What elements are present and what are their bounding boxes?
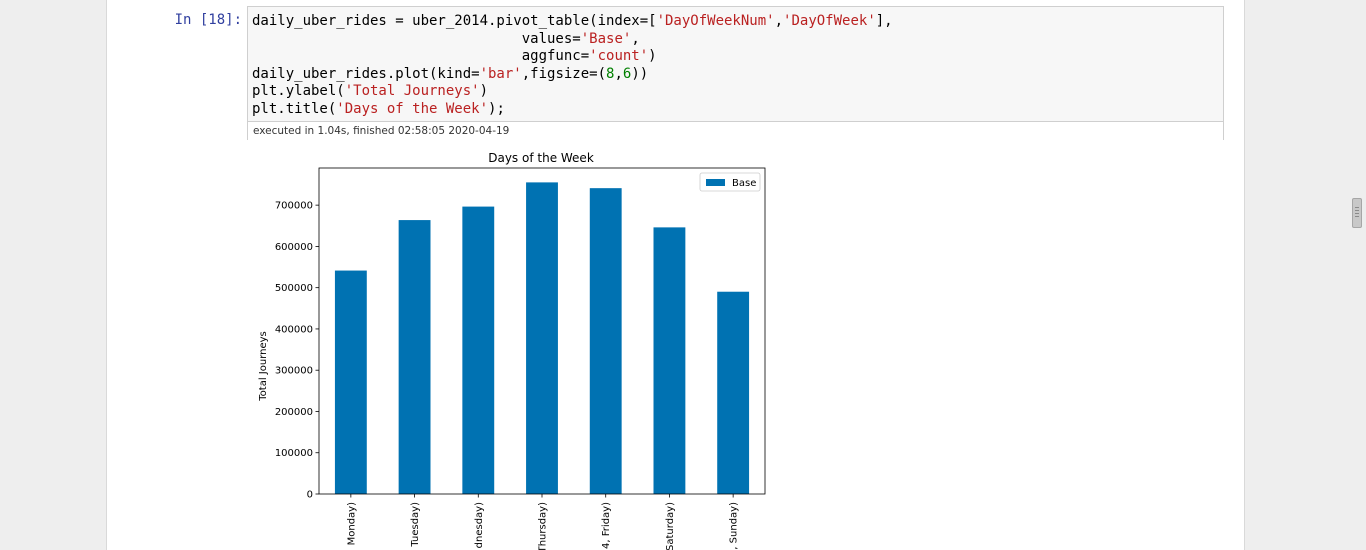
code-cell[interactable]: daily_uber_rides = uber_2014.pivot_table… [247,6,1224,140]
scrollbar-thumb[interactable] [1352,198,1362,228]
x-tick-label: dnesday) [474,502,485,548]
y-tick-label: 400000 [275,324,313,335]
code-line: aggfunc='count') [252,48,657,64]
x-tick-label: Thursday) [538,502,549,550]
code-line: daily_uber_rides.plot(kind='bar',figsize… [252,65,649,82]
y-axis-label: Total Journeys [258,331,269,402]
bar-5 [653,227,686,494]
y-tick-label: 100000 [275,448,313,459]
x-tick-label: , Sunday) [729,502,740,550]
legend-label: Base [732,178,756,189]
chart-title: Days of the Week [488,151,594,165]
code-line: daily_uber_rides = uber_2014.pivot_table… [252,13,893,29]
y-tick-label: 200000 [275,407,313,418]
x-tick-label: Monday) [346,502,357,545]
code-line: plt.title('Days of the Week'); [252,100,505,117]
y-tick-label: 700000 [275,201,313,212]
bar-2 [462,206,495,494]
bar-3 [526,182,558,494]
legend-swatch [706,179,725,186]
y-tick-label: 500000 [275,283,313,294]
axes-frame [318,167,766,495]
legend: Base [699,172,761,192]
code-line: plt.ylabel('Total Journeys') [252,83,489,99]
x-tick-label: Saturday) [665,502,676,550]
x-tick-label: Tuesday) [410,502,421,548]
bar-4 [589,188,622,494]
cell-prompt: In [18]: [174,12,242,28]
bar-6 [717,291,750,494]
y-tick-label: 600000 [275,242,313,253]
y-tick-label: 0 [307,490,313,501]
x-tick-label: 4, Friday) [601,502,612,549]
bar-1 [398,220,431,494]
execution-status: executed in 1.04s, finished 02:58:05 202… [248,121,1223,140]
bar-chart: Days of the Week Monday) Tuesday) dnesday)… [258,151,766,550]
code-editor[interactable]: daily_uber_rides = uber_2014.pivot_table… [252,13,893,118]
scrollbar-track[interactable] [1349,0,1366,550]
legend-box [699,172,761,192]
bar-0 [334,270,367,494]
plot-area: Monday) Tuesday) dnesday) Thursday) 4, Frida… [275,167,766,550]
y-tick-label: 300000 [275,366,313,377]
code-line: values='Base', [252,30,640,47]
